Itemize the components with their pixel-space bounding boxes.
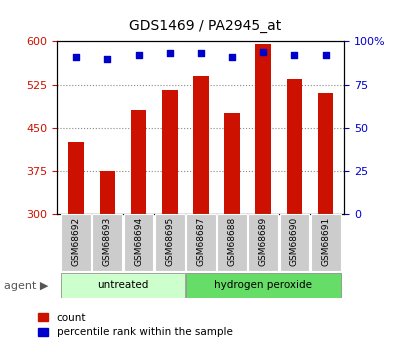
Point bbox=[290, 52, 297, 58]
Bar bbox=[99, 171, 115, 214]
Text: GSM68689: GSM68689 bbox=[258, 217, 267, 266]
Text: GDS1469 / PA2945_at: GDS1469 / PA2945_at bbox=[128, 19, 281, 33]
Point bbox=[259, 49, 266, 55]
Bar bbox=[317, 93, 333, 214]
Text: GSM68688: GSM68688 bbox=[227, 217, 236, 266]
Text: GSM68695: GSM68695 bbox=[165, 217, 174, 266]
Point bbox=[73, 54, 79, 60]
Text: GSM68693: GSM68693 bbox=[103, 217, 112, 266]
Legend: count, percentile rank within the sample: count, percentile rank within the sample bbox=[38, 313, 232, 337]
Point bbox=[166, 51, 173, 56]
Bar bbox=[92, 214, 122, 271]
Bar bbox=[279, 214, 309, 271]
Text: GSM68690: GSM68690 bbox=[289, 217, 298, 266]
Text: GSM68687: GSM68687 bbox=[196, 217, 205, 266]
Point bbox=[135, 52, 142, 58]
Bar bbox=[217, 214, 247, 271]
Bar bbox=[248, 214, 278, 271]
Bar bbox=[185, 214, 216, 271]
Point bbox=[197, 51, 204, 56]
Bar bbox=[162, 90, 177, 214]
Bar bbox=[224, 113, 239, 214]
Text: GSM68692: GSM68692 bbox=[72, 217, 81, 266]
Text: GSM68694: GSM68694 bbox=[134, 217, 143, 266]
Bar bbox=[68, 142, 84, 214]
Text: untreated: untreated bbox=[97, 280, 148, 290]
Bar bbox=[61, 273, 184, 298]
Point bbox=[228, 54, 235, 60]
Bar bbox=[154, 214, 184, 271]
Bar bbox=[310, 214, 340, 271]
Point bbox=[104, 56, 110, 61]
Bar bbox=[286, 79, 301, 214]
Bar bbox=[185, 273, 340, 298]
Text: GSM68691: GSM68691 bbox=[320, 217, 329, 266]
Text: agent ▶: agent ▶ bbox=[4, 281, 48, 290]
Bar bbox=[130, 110, 146, 214]
Bar bbox=[61, 214, 91, 271]
Bar bbox=[255, 44, 270, 214]
Text: hydrogen peroxide: hydrogen peroxide bbox=[214, 280, 312, 290]
Point bbox=[321, 52, 328, 58]
Bar bbox=[193, 76, 208, 214]
Bar bbox=[123, 214, 153, 271]
